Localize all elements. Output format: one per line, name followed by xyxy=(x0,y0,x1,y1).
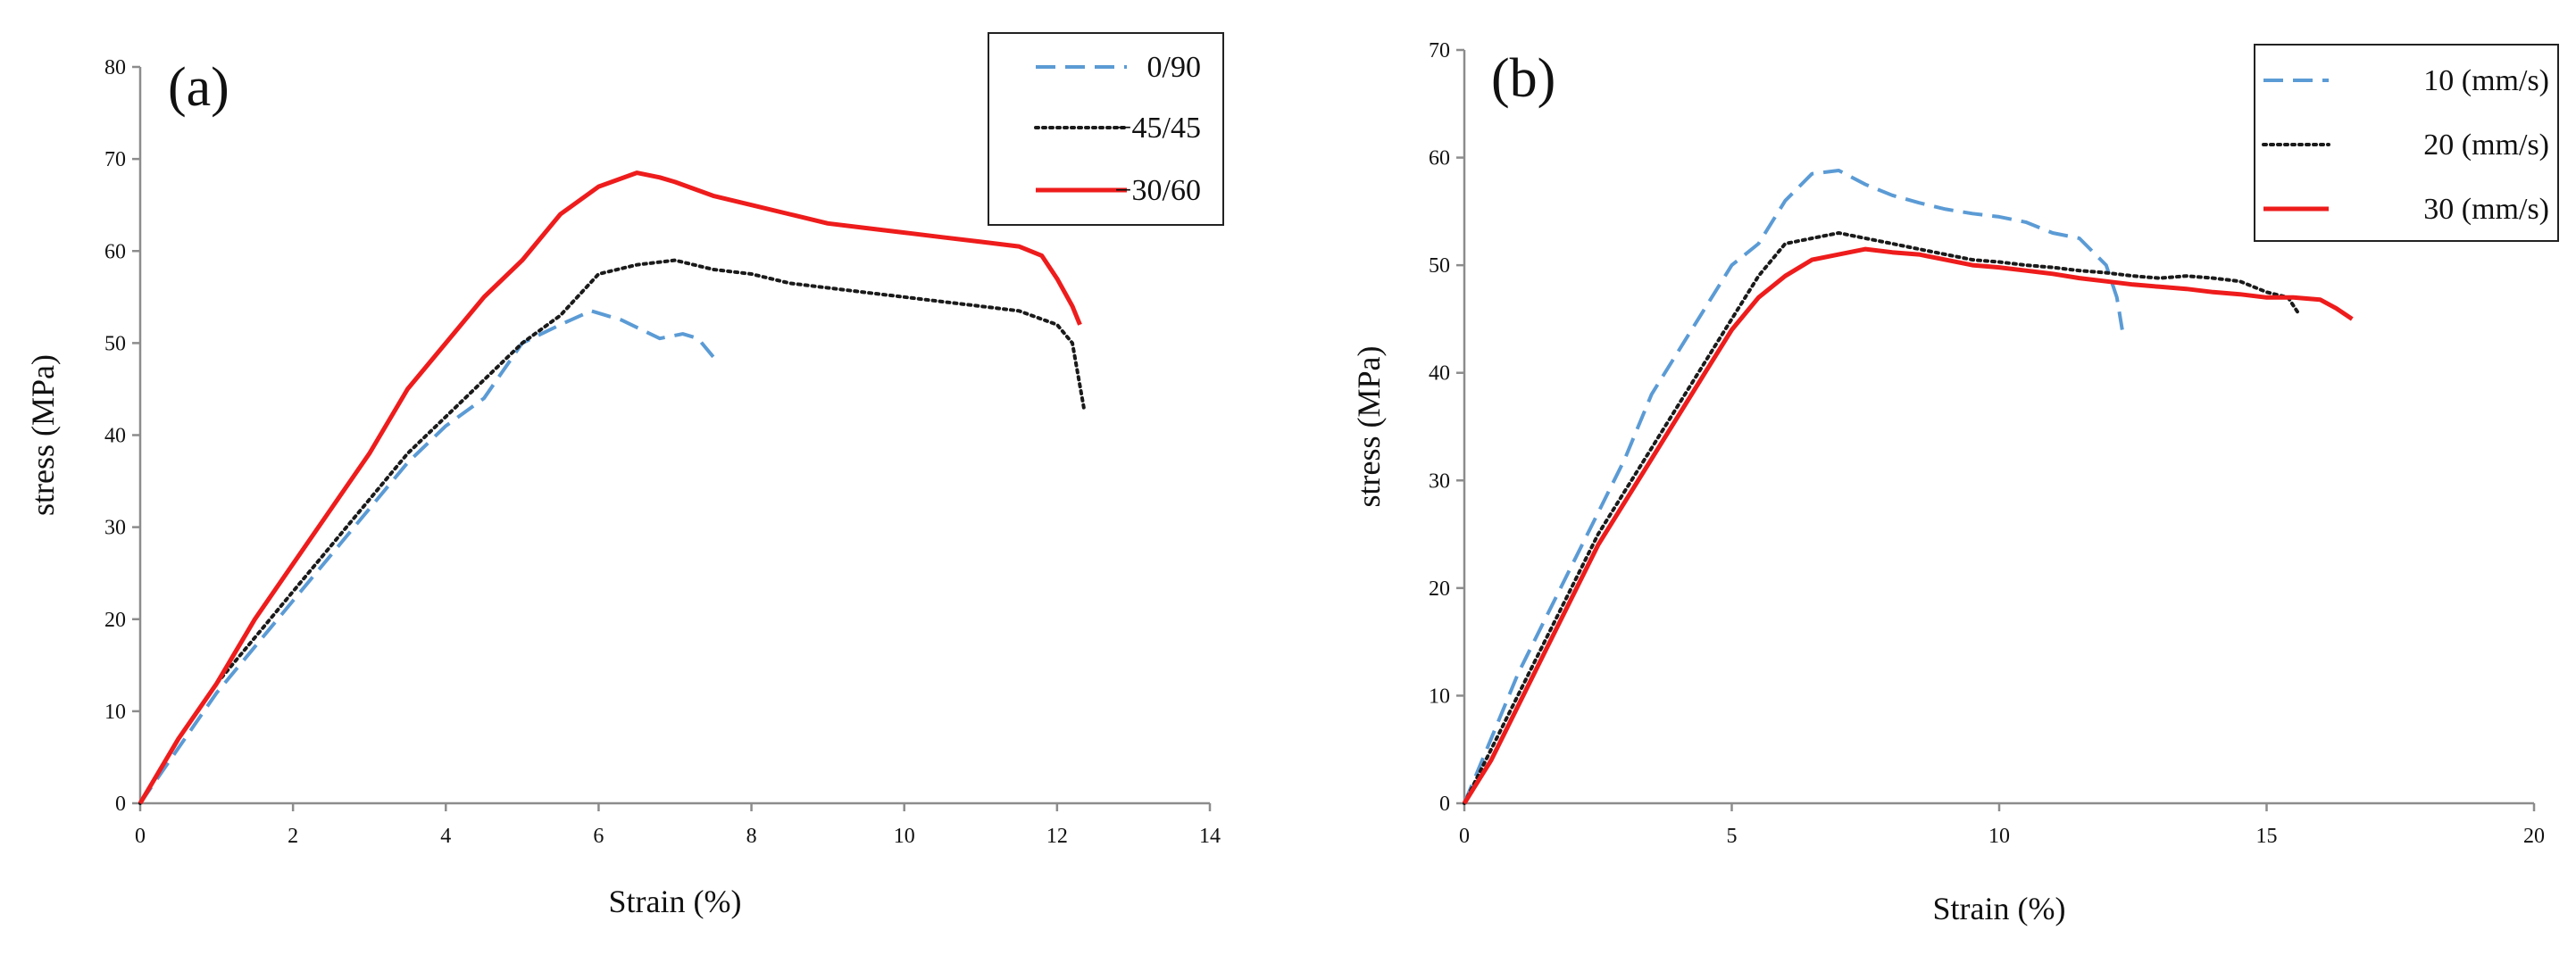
panel-b-x-tick-label: 10 xyxy=(1988,825,2010,848)
panel-a-x-tick-label: 8 xyxy=(746,825,757,848)
panel-a-series-line-1 xyxy=(138,309,715,805)
panel-b-chart: 0 10 20 30 40 50 60 70 0 5 10 15 20 Strain (%) stress … xyxy=(1351,39,2559,926)
panel-b-series-line-3 xyxy=(1462,246,2354,805)
panel-b-y-tick-label: 60 xyxy=(1429,147,1450,170)
panel-a-legend-label-2: −45/45 xyxy=(1114,112,1201,145)
panel-a-x-tick-label: 0 xyxy=(135,825,146,848)
panel-b-y-tick-label: 10 xyxy=(1429,685,1450,708)
panel-a-x-axis-title: Strain (%) xyxy=(609,884,742,919)
panel-a-series-line-2 xyxy=(138,258,1086,805)
panel-a-x-tick-label: 12 xyxy=(1046,825,1068,848)
panel-b-y-tick-label: 50 xyxy=(1429,254,1450,278)
panel-a-y-tick-label: 30 xyxy=(104,517,126,540)
panel-a-y-tick-label: 10 xyxy=(104,701,126,724)
panel-a-x-tick-label: 6 xyxy=(593,825,604,848)
panel-a-y-tick-label: 40 xyxy=(104,425,126,448)
panel-a-x-tick-label: 2 xyxy=(288,825,298,848)
panel-a-y-axis-title: stress (MPa) xyxy=(25,354,61,516)
panel-a-legend-label-1: 0/90 xyxy=(1147,51,1201,84)
panel-b-y-tick-label: 20 xyxy=(1429,577,1450,601)
panel-a-y-tick-label: 60 xyxy=(104,240,126,263)
panel-a-chart: 0 10 20 30 40 50 60 70 80 0 2 4 6 8 10 12 14 Strain (%) st… xyxy=(25,32,1224,919)
panel-b-legend-label-1: 10 (mm/s) xyxy=(2423,64,2549,97)
panel-b-x-axis-title: Strain (%) xyxy=(1933,891,2066,926)
panel-b-y-tick-label: 40 xyxy=(1429,362,1450,386)
panel-b-y-tick-label: 0 xyxy=(1439,793,1450,816)
panel-a-legend-label-3: −30/60 xyxy=(1114,174,1201,207)
panel-b-legend-label-3: 30 (mm/s) xyxy=(2423,193,2549,226)
panel-b-x-tick-label: 5 xyxy=(1727,825,1738,848)
panel-b-x-tick-label: 0 xyxy=(1459,825,1470,848)
panel-b-x-tick-label: 15 xyxy=(2256,825,2278,848)
panel-b-legend-label-2: 20 (mm/s) xyxy=(2423,129,2549,162)
panel-a-legend xyxy=(988,32,1224,226)
panel-a-y-tick-label: 0 xyxy=(115,793,126,816)
panel-a-y-tick-label: 70 xyxy=(104,148,126,171)
panel-b-label: (b) xyxy=(1491,48,1555,109)
panel-b-x-tick-label: 20 xyxy=(2523,825,2545,848)
panel-b-series-line-1 xyxy=(1463,169,2124,804)
panel-a-series-line-3 xyxy=(138,170,1082,805)
panel-a-label: (a) xyxy=(168,57,229,118)
panel-a-y-tick-label: 80 xyxy=(104,56,126,79)
panel-a-y-tick-label: 50 xyxy=(104,332,126,355)
panel-a-x-tick-label: 10 xyxy=(894,825,915,848)
panel-b-y-axis-title: stress (MPa) xyxy=(1351,346,1387,508)
panel-b-series-line-2 xyxy=(1463,231,2301,805)
panel-a-y-tick-label: 20 xyxy=(104,609,126,632)
panel-a-x-tick-label: 14 xyxy=(1199,825,1221,848)
panel-b-y-tick-label: 30 xyxy=(1429,469,1450,493)
panel-b-y-tick-label: 70 xyxy=(1429,39,1450,62)
panel-a-x-tick-label: 4 xyxy=(440,825,451,848)
